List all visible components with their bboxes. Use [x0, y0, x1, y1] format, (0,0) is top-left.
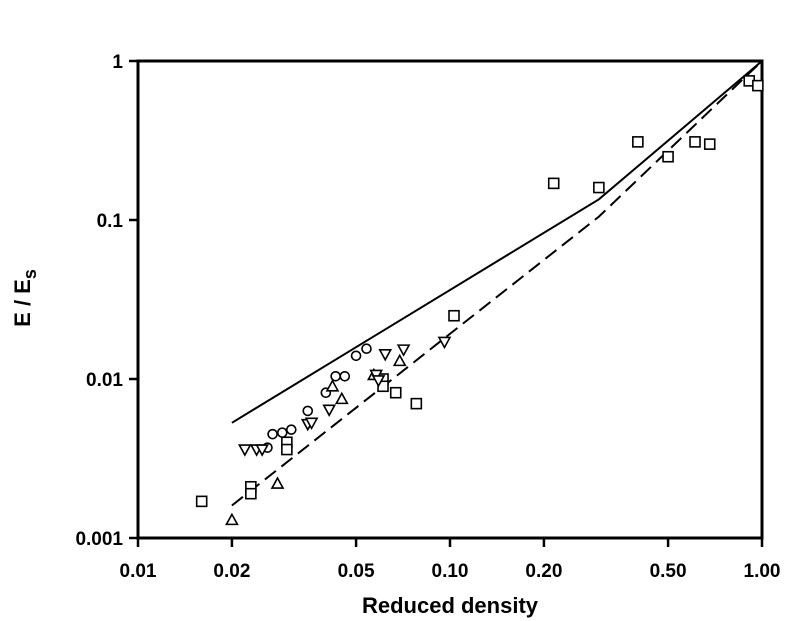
- data-markers: [195, 75, 764, 526]
- y-axis-label-subscript: s: [20, 269, 40, 279]
- square-marker: [703, 138, 716, 150]
- x-tick-label: 0.05: [338, 561, 375, 582]
- square-marker: [448, 309, 460, 322]
- square-marker: [195, 495, 208, 508]
- y-axis-ticks: 0.001 0.01 0.1 1: [75, 52, 138, 550]
- circle-marker: [339, 370, 351, 382]
- dashed-fit-line: [231, 60, 763, 507]
- square-marker: [410, 397, 423, 410]
- triangle-down-marker: [304, 417, 319, 431]
- square-marker: [547, 177, 560, 190]
- x-tick-label: 1.00: [744, 561, 781, 582]
- triangle-down-marker: [396, 344, 411, 357]
- solid-fit-line: [231, 60, 763, 424]
- triangle-down-marker: [237, 444, 252, 457]
- triangle-down-marker: [255, 444, 270, 457]
- y-tick-label: 0.1: [97, 211, 124, 232]
- x-tick-label: 0.02: [213, 561, 250, 582]
- x-axis-ticks: 0.01 0.02 0.05 0.10 0.20 0.50 1.00: [120, 538, 781, 582]
- fit-lines: [231, 60, 763, 507]
- triangle-up-marker: [334, 391, 349, 405]
- circle-marker: [267, 428, 278, 440]
- square-marker: [389, 386, 402, 399]
- square-marker: [689, 136, 701, 148]
- circle-marker: [350, 350, 362, 362]
- square-marker: [281, 443, 293, 456]
- triangle-down-marker: [378, 349, 393, 362]
- square-marker: [662, 150, 674, 163]
- x-tick-label: 0.10: [432, 561, 469, 582]
- y-tick-label: 1: [112, 52, 123, 73]
- y-tick-label: 0.01: [86, 370, 123, 391]
- triangle-down-marker: [322, 404, 337, 417]
- x-axis-label: Reduced density: [362, 593, 539, 618]
- circle-marker: [276, 427, 288, 438]
- y-axis-label-main: E / E: [10, 279, 35, 327]
- square-marker: [752, 79, 764, 92]
- triangle-down-marker: [371, 375, 386, 388]
- triangle-up-marker: [270, 476, 285, 489]
- triangle-up-marker: [325, 379, 340, 392]
- triangle-up-marker: [392, 353, 407, 367]
- x-tick-label: 0.01: [120, 561, 157, 582]
- square-marker: [632, 136, 644, 148]
- x-tick-label: 0.50: [650, 561, 687, 582]
- square-marker: [245, 487, 257, 500]
- triangle-down-marker: [437, 336, 452, 350]
- triangle-up-marker: [225, 512, 239, 526]
- y-axis-label: E / Es: [10, 269, 40, 327]
- x-tick-label: 0.20: [525, 561, 562, 582]
- circle-marker: [286, 424, 297, 435]
- square-marker: [593, 181, 605, 194]
- y-tick-label: 0.001: [75, 529, 123, 550]
- plot-frame: [136, 59, 764, 540]
- circle-marker: [302, 405, 314, 417]
- circle-marker: [361, 343, 372, 355]
